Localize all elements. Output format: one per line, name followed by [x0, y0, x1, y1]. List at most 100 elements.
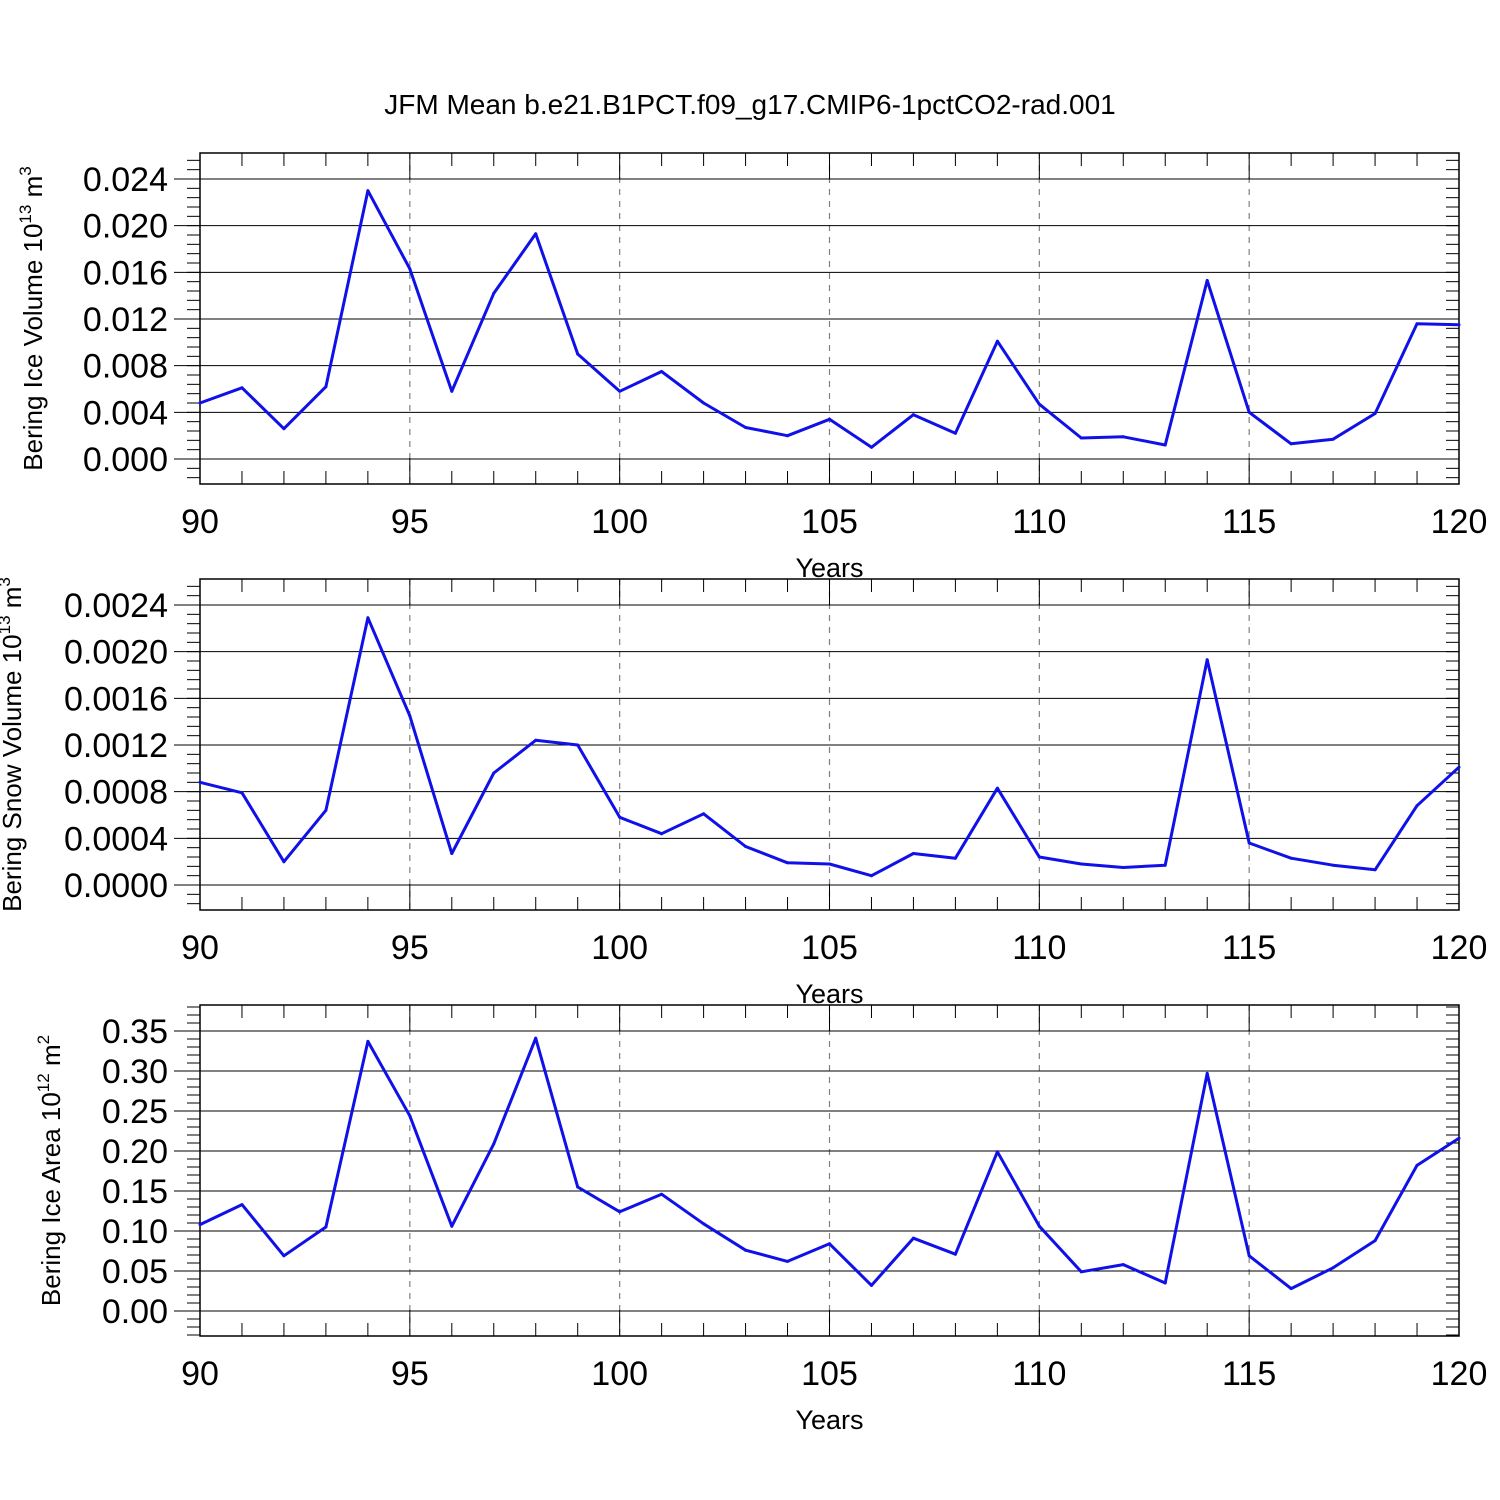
data-point	[324, 1225, 328, 1229]
x-tick-label: 105	[801, 503, 858, 541]
data-point	[576, 743, 580, 747]
data-point	[786, 1259, 789, 1263]
x-tick-label: 120	[1431, 503, 1488, 541]
data-point	[240, 386, 244, 390]
data-point	[366, 616, 370, 620]
data-point	[324, 385, 328, 389]
data-point	[660, 1192, 664, 1196]
data-point	[995, 786, 999, 790]
data-point	[870, 445, 873, 449]
y-tick-label: 0.15	[102, 1173, 168, 1211]
data-point	[366, 189, 370, 193]
data-point	[450, 1224, 454, 1228]
data-point	[618, 1210, 622, 1214]
data-point	[828, 417, 831, 421]
data-point	[198, 1223, 202, 1227]
y-tick-label: 0.0000	[64, 867, 168, 905]
data-point	[1415, 804, 1419, 808]
figure-title: JFM Mean b.e21.B1PCT.f09_g17.CMIP6-1pctC…	[384, 89, 1115, 120]
data-point	[702, 812, 706, 816]
y-axis-label-unit: m	[18, 176, 48, 205]
x-tick-label: 95	[391, 503, 429, 541]
y-axis-label-text: Bering Snow Volume 10	[0, 634, 27, 912]
data-point	[1163, 863, 1167, 867]
data-point	[534, 232, 538, 236]
x-axis-label: Years	[795, 553, 863, 583]
y-tick-label: 0.000	[83, 441, 168, 479]
data-point	[702, 401, 706, 405]
data-point	[240, 1203, 244, 1207]
data-point	[282, 427, 286, 431]
data-point	[1415, 1163, 1419, 1167]
data-point	[1205, 1071, 1209, 1075]
data-point	[870, 874, 873, 878]
data-point	[911, 1236, 915, 1240]
data-point	[618, 389, 622, 393]
data-point	[995, 1150, 999, 1154]
data-point	[408, 714, 412, 718]
data-point	[492, 771, 496, 775]
y-tick-label: 0.008	[83, 348, 168, 386]
data-point	[576, 352, 580, 356]
data-point	[240, 791, 244, 795]
data-point	[1037, 402, 1041, 406]
y-tick-label: 0.0024	[64, 587, 168, 625]
data-point	[1415, 322, 1419, 326]
y-axis-label: Bering Ice Area 1012 m2	[34, 1035, 66, 1306]
x-tick-label: 100	[591, 503, 648, 541]
data-point	[1037, 1224, 1041, 1228]
data-point	[1289, 1287, 1293, 1291]
x-tick-label: 110	[1012, 929, 1066, 967]
y-tick-label: 0.0012	[64, 727, 168, 765]
y-tick-label: 0.0016	[64, 680, 168, 718]
y-tick-label: 0.004	[83, 394, 168, 432]
data-point	[534, 738, 538, 742]
data-point	[744, 845, 748, 848]
y-tick-label: 0.10	[102, 1213, 168, 1251]
data-point	[786, 861, 789, 865]
x-axis-label: Years	[795, 1405, 863, 1435]
panel-ice-area: 0.000.050.100.150.200.250.300.35 90 95 100 1…	[34, 1004, 1487, 1435]
y-tick-label: 0.020	[83, 208, 168, 246]
data-point	[1163, 1281, 1167, 1285]
data-point	[786, 434, 789, 438]
y-tick-label: 0.0008	[64, 774, 168, 812]
data-point	[1205, 279, 1209, 282]
x-tick-label: 120	[1431, 929, 1488, 967]
data-point	[492, 1142, 496, 1146]
data-point	[324, 808, 328, 812]
data-point	[870, 1283, 873, 1287]
data-point	[1457, 1136, 1461, 1140]
x-tick-label: 105	[801, 1355, 858, 1393]
data-point	[1121, 866, 1125, 869]
data-point	[198, 401, 202, 405]
data-point	[1247, 410, 1251, 414]
y-tick-label: 0.30	[102, 1053, 168, 1091]
data-point	[366, 1039, 370, 1043]
data-point	[450, 852, 454, 855]
data-point	[618, 815, 622, 819]
y-axis-label-unit-exponent: 3	[16, 166, 35, 175]
y-axis-label-unit: m	[36, 1044, 66, 1073]
data-point	[953, 856, 957, 860]
y-tick-label: 0.0020	[64, 634, 168, 672]
y-axis-label: Bering Snow Volume 1013 m3	[0, 577, 27, 912]
data-point	[744, 1248, 748, 1252]
y-tick-label: 0.25	[102, 1093, 168, 1131]
data-point	[911, 852, 915, 855]
y-axis-label-unit-exponent: 3	[0, 577, 14, 586]
data-point	[1247, 1254, 1251, 1258]
x-tick-label: 115	[1222, 929, 1276, 967]
data-point	[1079, 1270, 1083, 1274]
data-point	[953, 431, 957, 435]
data-point	[1079, 862, 1083, 866]
x-tick-label: 90	[181, 503, 219, 541]
y-tick-label: 0.00	[102, 1293, 168, 1331]
data-point	[1373, 868, 1377, 872]
x-tick-label: 90	[181, 929, 219, 967]
data-point	[282, 860, 286, 864]
data-point	[408, 1114, 412, 1118]
data-point	[450, 389, 454, 393]
data-point	[660, 370, 664, 373]
